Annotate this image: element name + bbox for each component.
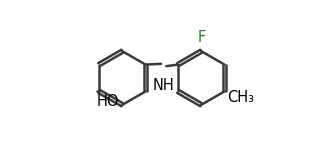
- Text: F: F: [198, 30, 206, 45]
- Text: HO: HO: [97, 94, 120, 109]
- Text: NH: NH: [152, 78, 174, 93]
- Text: CH₃: CH₃: [227, 90, 255, 105]
